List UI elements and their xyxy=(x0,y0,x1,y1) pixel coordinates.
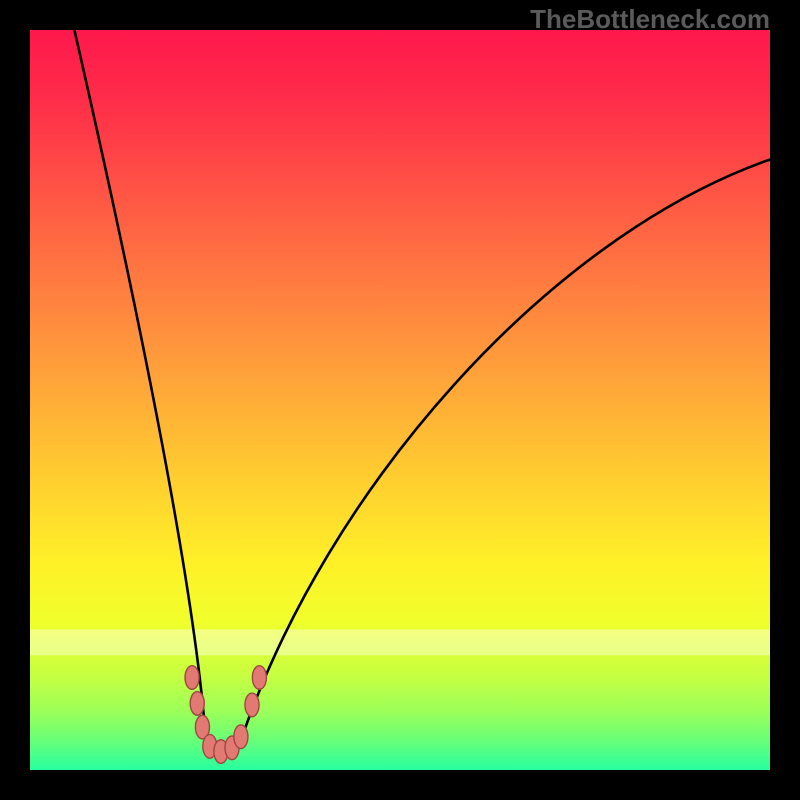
chart-highlight-band xyxy=(30,629,770,655)
curve-marker xyxy=(185,666,199,690)
curve-marker xyxy=(234,725,248,749)
chart-background xyxy=(30,30,770,770)
curve-marker xyxy=(190,692,204,716)
curve-marker xyxy=(252,666,266,690)
curve-marker xyxy=(245,693,259,717)
watermark-text: TheBottleneck.com xyxy=(530,4,770,35)
bottleneck-chart xyxy=(0,0,800,800)
